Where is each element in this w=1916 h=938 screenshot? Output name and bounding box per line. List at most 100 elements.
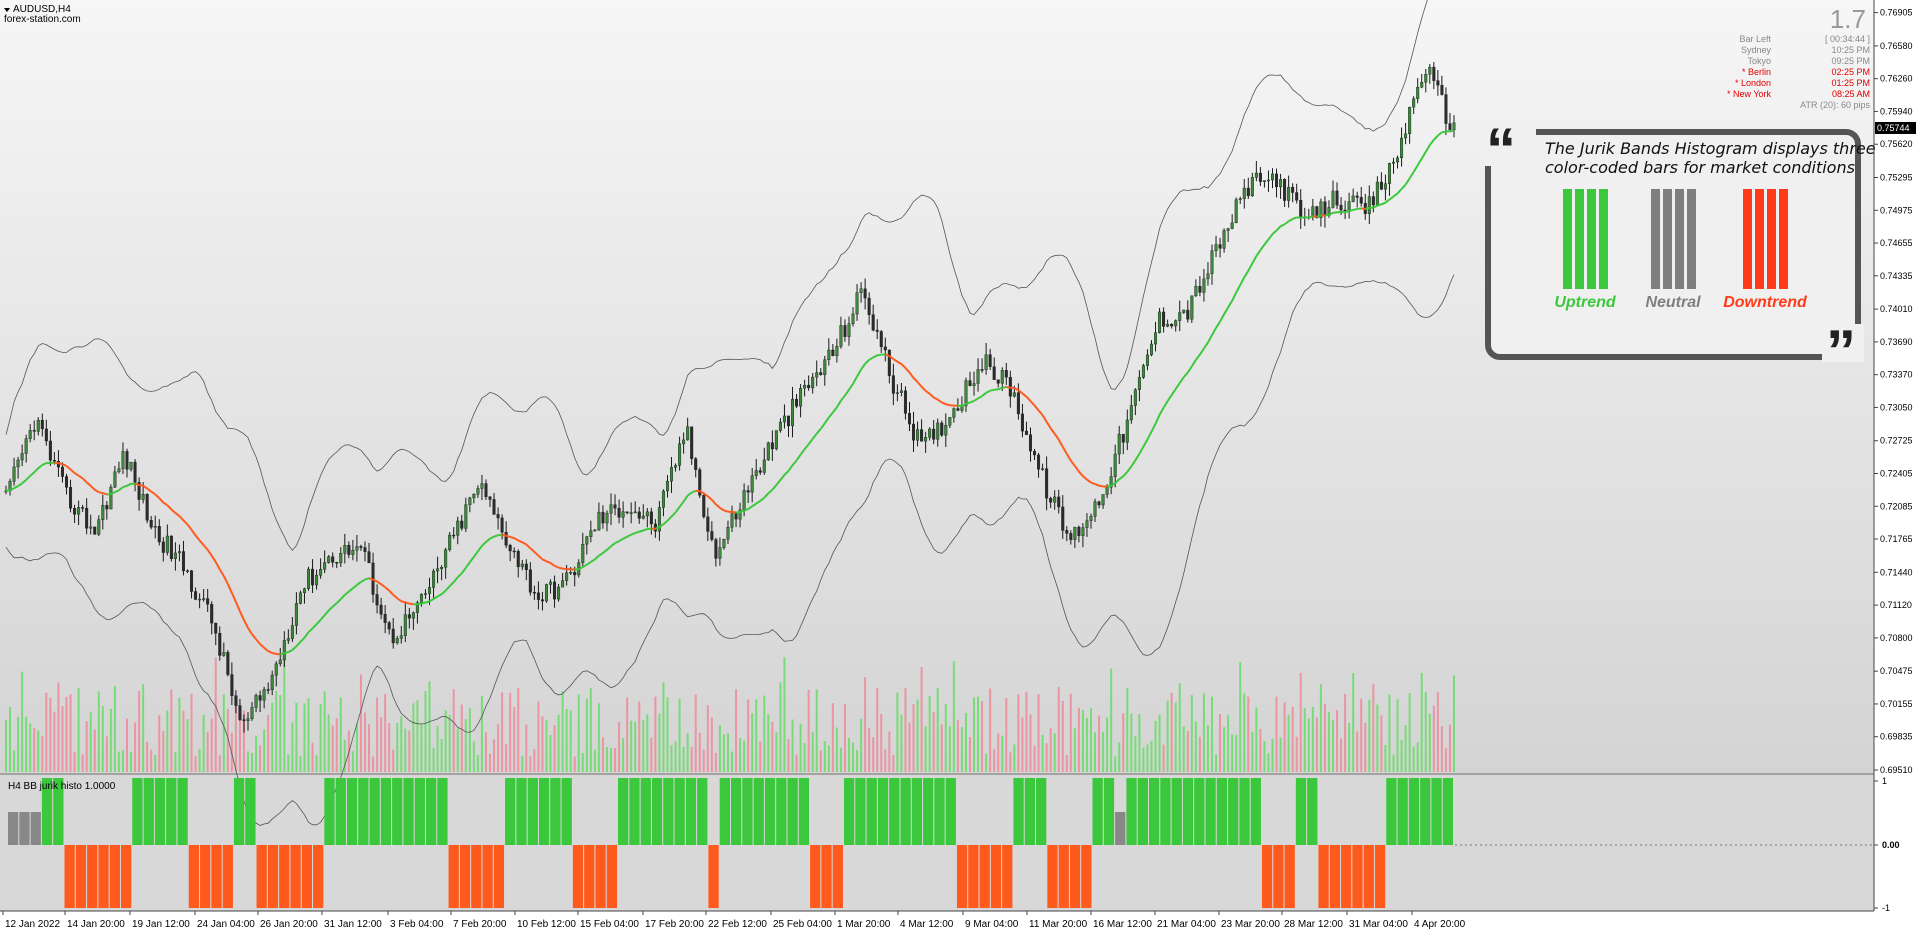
volume-bar [1344, 694, 1346, 772]
volume-bar [174, 752, 176, 772]
histogram-bar-up [900, 778, 910, 845]
candle-body [1372, 197, 1375, 205]
candle-body [1203, 279, 1206, 292]
volume-bar [541, 716, 543, 772]
jurik-segment [103, 493, 107, 494]
candle-body [1094, 502, 1097, 517]
volume-bar [408, 731, 410, 772]
volume-bar [453, 689, 455, 772]
volume-bar [211, 719, 213, 772]
candle-body [602, 512, 605, 523]
volume-bar [586, 699, 588, 772]
volume-bar [1401, 740, 1403, 772]
candle-body [17, 460, 20, 467]
candle-body [1324, 202, 1327, 216]
volume-bar [614, 748, 616, 772]
histogram-bar-up [1251, 778, 1261, 845]
candle-body [106, 505, 109, 509]
candle-body [1106, 487, 1109, 494]
quote-close-icon: ” [1826, 318, 1856, 385]
volume-bar [739, 738, 741, 772]
volume-bar [1025, 692, 1027, 772]
volume-bar [1437, 692, 1439, 772]
volume-bar [340, 698, 342, 772]
candle-body [723, 539, 726, 547]
volume-bar [320, 704, 322, 772]
candle-body [448, 535, 451, 550]
candle-body [586, 537, 589, 544]
histogram-bar-up [686, 778, 696, 845]
jurik-segment [575, 569, 579, 570]
volume-bar [1360, 699, 1362, 772]
volume-bar [872, 737, 874, 772]
volume-bar [917, 700, 919, 772]
volume-bar [513, 707, 515, 772]
candle-body [868, 298, 871, 315]
candle-body [150, 520, 153, 527]
volume-bar [1114, 756, 1116, 772]
volume-bar [1082, 710, 1084, 772]
jurik-segment [425, 601, 429, 602]
volume-bar [775, 732, 777, 772]
volume-bar [1159, 714, 1161, 772]
candle-body [521, 564, 524, 567]
volume-bar [17, 717, 19, 772]
volume-bar [913, 704, 915, 772]
volume-bar [876, 688, 878, 772]
volume-bar [356, 724, 358, 772]
volume-bar [658, 713, 660, 772]
volume-bar [364, 712, 366, 772]
candle-body [1453, 123, 1456, 130]
candle-body [384, 614, 387, 622]
candle-body [537, 593, 540, 600]
volume-bar [1288, 715, 1290, 772]
indicator-tick-label: 0.00 [1882, 840, 1900, 850]
jurik-segment [107, 494, 111, 495]
volume-bar [299, 756, 301, 772]
price-tick-label: 0.74655 [1880, 238, 1913, 248]
time-tick-label: 21 Mar 04:00 [1157, 919, 1216, 930]
candle-body [569, 572, 572, 573]
volume-bar [666, 697, 668, 772]
jurik-segment [506, 536, 510, 537]
volume-bar [521, 756, 523, 772]
candle-body [614, 505, 617, 508]
candle-body [1360, 197, 1363, 203]
legend-swatch-bar [1563, 189, 1572, 289]
spread-value: 1.7 [1830, 4, 1866, 34]
candle-body [1001, 370, 1004, 383]
candle-body [174, 553, 177, 559]
volume-bar [328, 714, 330, 772]
volume-bar [1276, 697, 1278, 772]
volume-bar [134, 722, 136, 772]
volume-bar [650, 738, 652, 772]
volume-bar [1118, 743, 1120, 772]
volume-bar [953, 661, 955, 772]
volume-bar [1324, 704, 1326, 772]
candle-body [811, 377, 814, 388]
candle-body [1134, 390, 1137, 406]
candle-body [767, 443, 770, 460]
price-tick-label: 0.75620 [1880, 139, 1913, 149]
candle-body [650, 512, 653, 524]
volume-bar [828, 745, 830, 772]
candle-body [1449, 124, 1452, 130]
candle-body [25, 439, 28, 454]
candle-body [227, 652, 230, 674]
volume-bar [1070, 694, 1072, 772]
volume-bar [1203, 693, 1205, 772]
histogram-bar-up [550, 778, 560, 845]
candle-body [170, 536, 173, 559]
volume-bar [675, 742, 677, 772]
volume-bar [275, 691, 277, 772]
candle-body [678, 444, 681, 466]
volume-bar [66, 697, 68, 772]
candle-body [1299, 200, 1302, 217]
volume-bar [90, 712, 92, 772]
candle-body [1195, 286, 1198, 296]
candle-body [581, 544, 584, 562]
candle-body [1445, 95, 1448, 124]
candle-body [517, 551, 520, 567]
price-tick-label: 0.74010 [1880, 304, 1913, 314]
